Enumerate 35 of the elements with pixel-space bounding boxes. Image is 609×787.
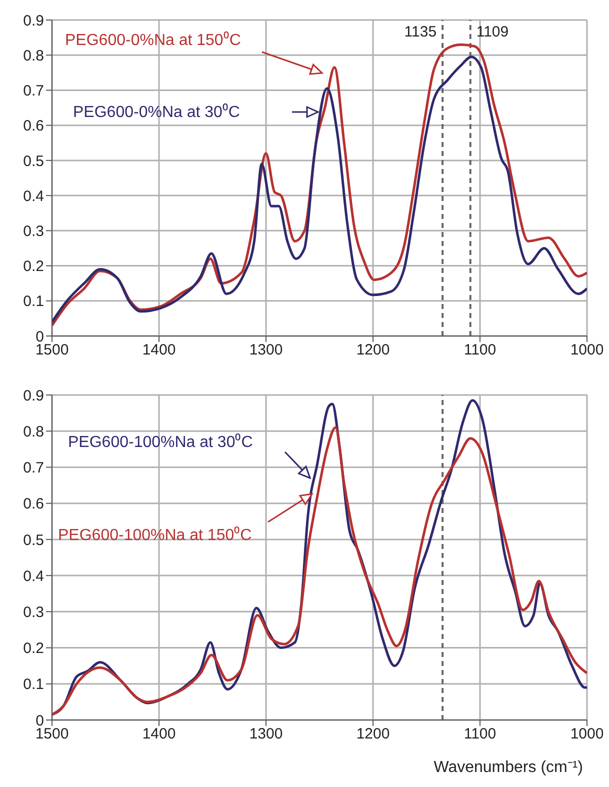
- x-tick-label: 1200: [356, 342, 390, 359]
- y-tick-label: 0.6: [23, 496, 44, 513]
- text: PEG600-100%Na at 30⁰C: [68, 433, 253, 451]
- x-tick-label: 1400: [142, 342, 176, 359]
- y-tick-label: 0.7: [23, 82, 44, 100]
- y-tick-label: 0.5: [23, 152, 44, 170]
- text: PEG600-0%Na at 150⁰C: [65, 31, 241, 49]
- x-tick-label: 1200: [356, 726, 390, 743]
- y-tick-label: 0.7: [23, 460, 44, 477]
- y-tick-label: 0.4: [23, 188, 44, 205]
- x-tick-label: 1100: [464, 342, 496, 359]
- y-tick-label: 0.1: [23, 676, 44, 694]
- x-tick-label: 1000: [570, 342, 604, 359]
- y-tick-label: 0.4: [23, 568, 44, 585]
- ref-line-label: 1109: [476, 24, 509, 41]
- y-tick-label: 0.9: [23, 12, 44, 30]
- x-tick-label: 1400: [142, 726, 176, 743]
- y-tick-label: 0.3: [23, 222, 44, 240]
- x-tick-label: 1100: [464, 726, 496, 743]
- ref-line-label: 1135: [404, 24, 437, 41]
- text: PEG600-100%Na at 150⁰C: [58, 526, 252, 544]
- y-tick-label: 0.5: [23, 532, 44, 549]
- x-tick-label: 1000: [570, 726, 604, 743]
- text: PEG600-0%Na at 30⁰C: [73, 103, 240, 121]
- y-tick-label: 0.8: [23, 423, 44, 440]
- x-tick-label: 1300: [249, 342, 283, 359]
- y-tick-label: 0.3: [23, 604, 44, 621]
- y-tick-label: 0.1: [23, 293, 44, 310]
- x-axis-title: Wavenumbers (cm⁻¹): [434, 759, 583, 776]
- y-tick-label: 0.6: [23, 118, 44, 135]
- y-tick-label: 0.2: [23, 640, 44, 658]
- y-tick-label: 0.2: [23, 258, 44, 276]
- y-tick-label: 0.8: [23, 47, 44, 64]
- x-tick-label: 1300: [249, 726, 283, 743]
- y-tick-label: 0.9: [23, 387, 44, 404]
